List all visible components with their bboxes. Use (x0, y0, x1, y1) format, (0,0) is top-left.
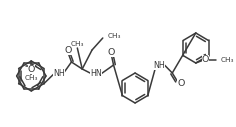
Text: NH: NH (53, 68, 65, 77)
Text: O: O (202, 54, 209, 64)
Text: HN: HN (90, 69, 102, 78)
Text: CH₃: CH₃ (25, 75, 38, 81)
Text: O: O (177, 78, 185, 88)
Text: CH₃: CH₃ (71, 41, 84, 47)
Text: NH: NH (154, 60, 165, 69)
Text: O: O (108, 48, 115, 57)
Text: CH₃: CH₃ (220, 57, 234, 63)
Text: O: O (28, 65, 35, 74)
Text: CH₃: CH₃ (108, 33, 121, 39)
Text: O: O (65, 46, 72, 55)
